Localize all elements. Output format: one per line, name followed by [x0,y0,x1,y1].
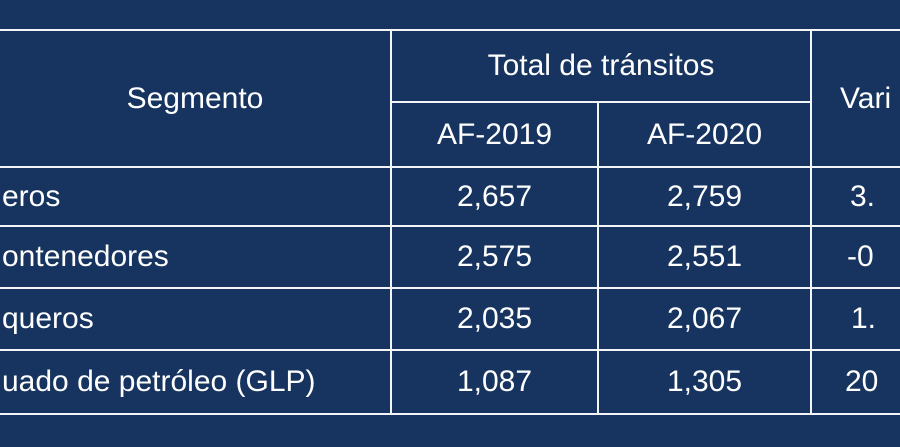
table-row-af2019-2: 2,575 [456,240,533,273]
table-row-segment-3: queros [2,302,94,335]
table-top-line [0,29,900,31]
table-bottom-line [0,413,900,415]
table-row-af2020-3: 2,067 [666,302,743,335]
row-2-bottom-line [0,287,900,289]
table-row-variation-1: 3. [850,179,876,213]
variation-header: Vari [840,81,892,115]
af-2019-header: AF-2019 [436,117,553,151]
table-row-segment-1: eros [2,179,61,213]
table-row-af2019-3: 2,035 [456,302,533,335]
table-row-af2020-2: 2,551 [666,240,743,273]
af-2020-header: AF-2020 [646,117,763,151]
header-sub-line [392,101,810,103]
total-transits-header: Total de tránsitos [487,49,715,82]
row-3-bottom-line [0,349,900,351]
table-row-segment-4: uado de petróleo (GLP) [2,365,316,398]
table-row-variation-3: 1. [851,302,877,335]
table-row-variation-2: -0 [847,240,874,273]
table-row-af2019-1: 2,657 [456,179,533,213]
totals-right-line [810,29,812,415]
table-row-af2020-1: 2,759 [666,179,743,213]
header-bottom-line [0,166,900,168]
table-row-af2020-4: 1,305 [666,365,743,398]
segment-right-line [390,29,392,415]
year-divider-line [597,101,599,415]
row-1-bottom-line [0,225,900,227]
table-row-variation-4: 20 [845,365,879,398]
segment-header: Segmento [126,81,264,115]
table-row-af2019-4: 1,087 [456,365,533,398]
table-row-segment-2: ontenedores [2,240,169,273]
